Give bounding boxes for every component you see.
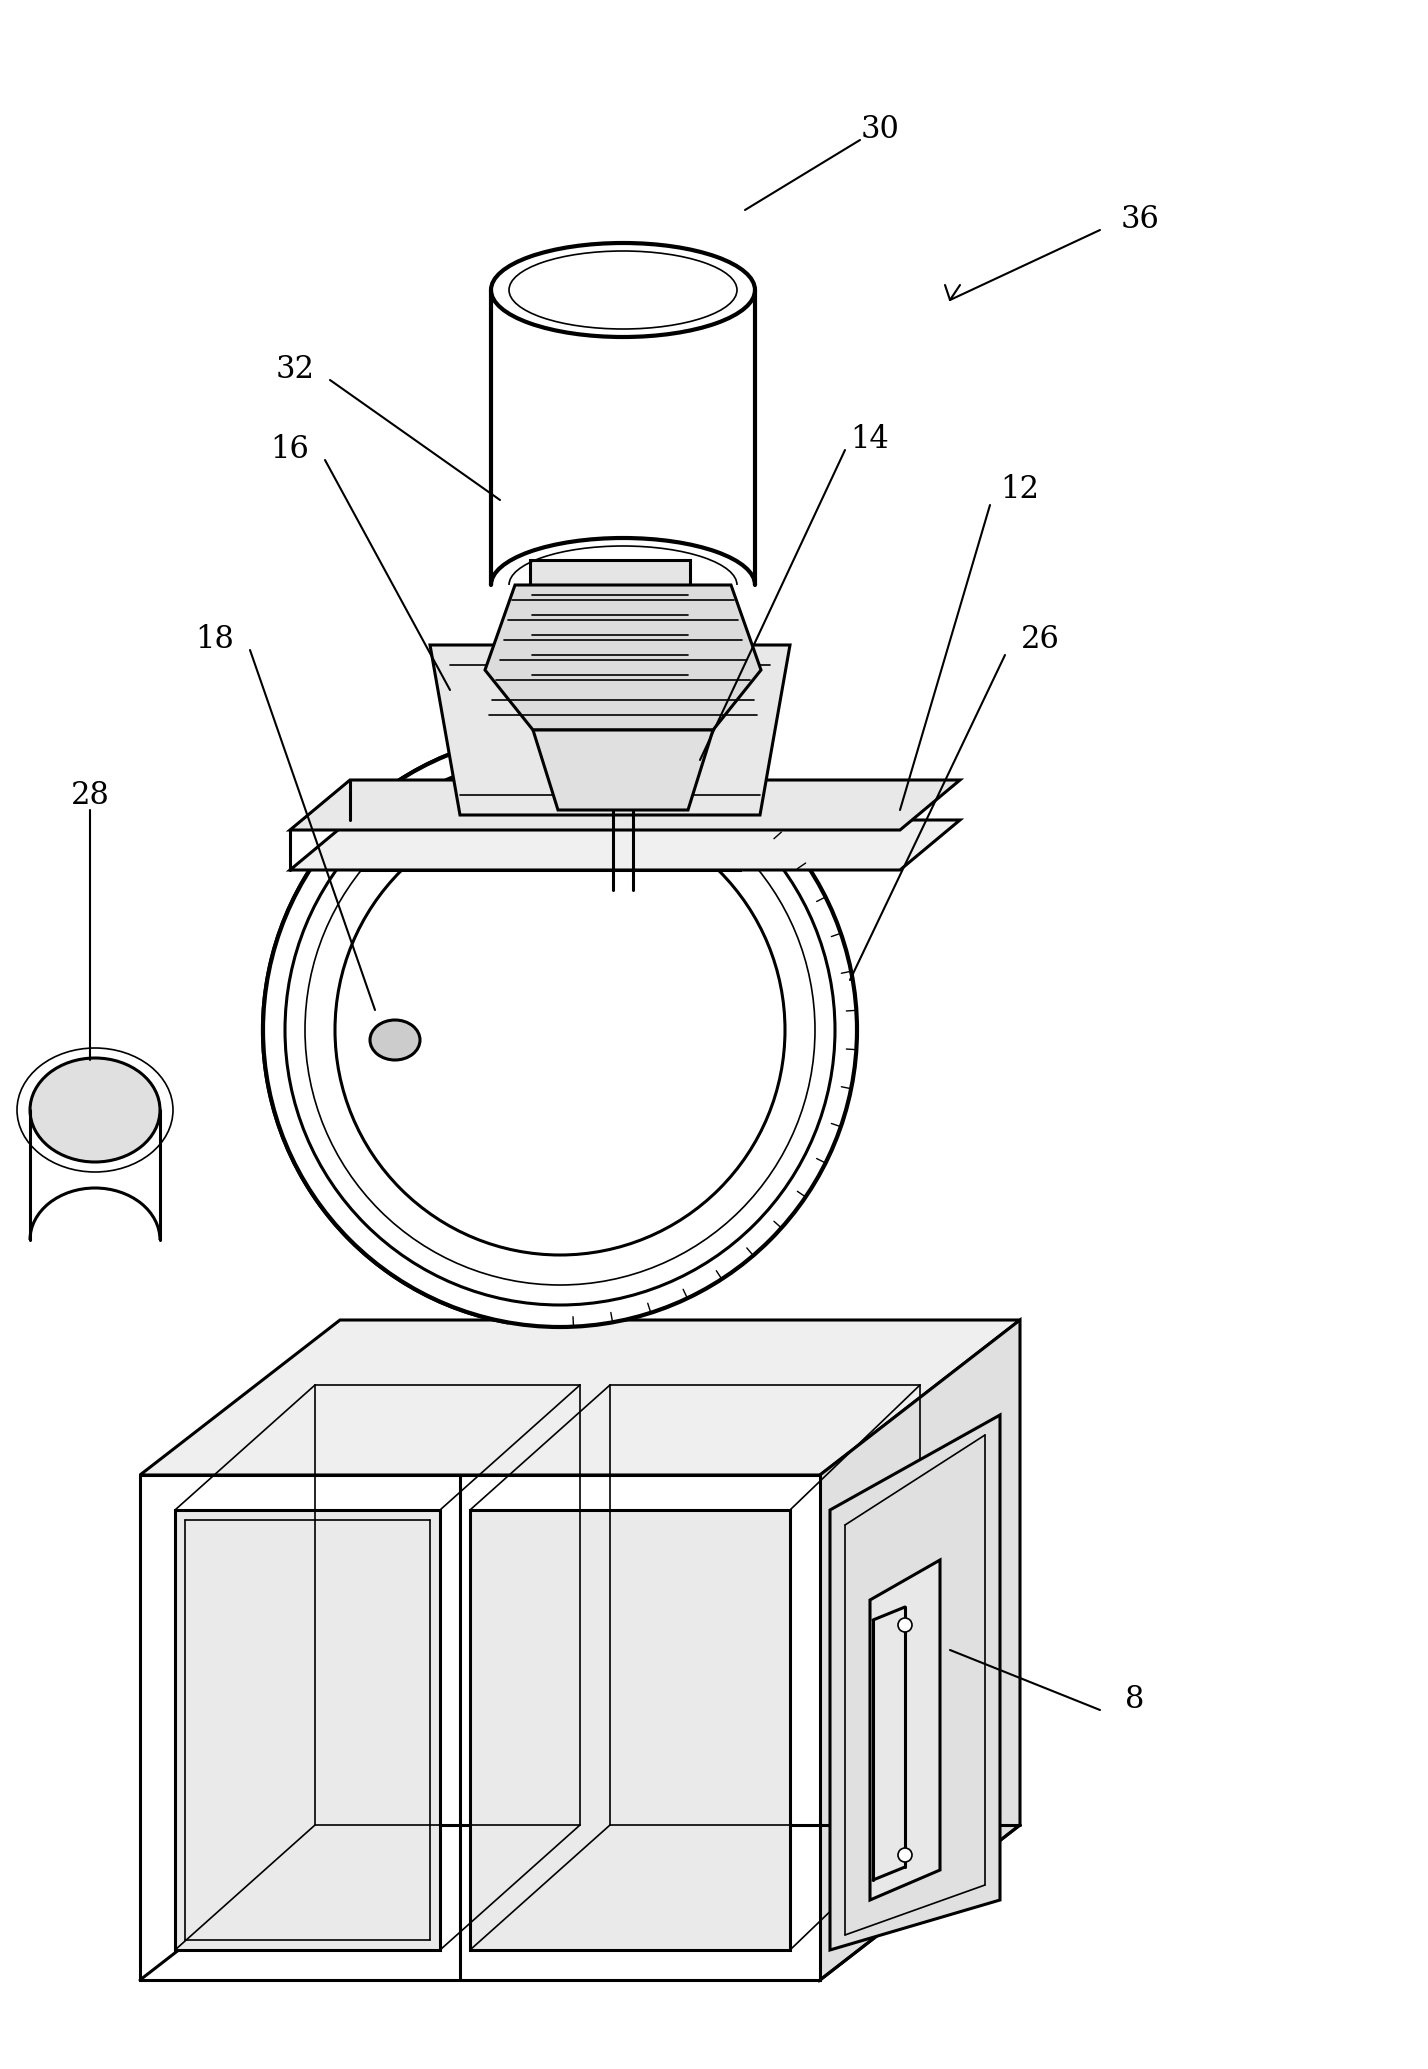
Polygon shape	[400, 819, 450, 1229]
Text: 36: 36	[1121, 205, 1160, 236]
Ellipse shape	[898, 1848, 912, 1862]
Polygon shape	[470, 1510, 790, 1949]
Polygon shape	[140, 1320, 1020, 1475]
Text: 32: 32	[276, 354, 314, 385]
Ellipse shape	[898, 1618, 912, 1632]
Polygon shape	[290, 819, 960, 869]
Text: 18: 18	[196, 625, 234, 656]
Polygon shape	[430, 646, 790, 815]
Text: 30: 30	[861, 114, 900, 145]
Polygon shape	[640, 819, 700, 1229]
Polygon shape	[360, 819, 740, 869]
Text: 26: 26	[1021, 625, 1060, 656]
Polygon shape	[820, 1320, 1020, 1980]
Polygon shape	[140, 1475, 820, 1980]
Polygon shape	[290, 780, 960, 830]
Ellipse shape	[336, 805, 785, 1256]
Polygon shape	[830, 1415, 1000, 1949]
Polygon shape	[870, 1560, 940, 1899]
Ellipse shape	[263, 732, 857, 1326]
Ellipse shape	[370, 1020, 420, 1059]
Text: 28: 28	[70, 780, 110, 811]
Polygon shape	[530, 561, 690, 646]
Text: 8: 8	[1125, 1684, 1145, 1715]
Text: 16: 16	[270, 434, 310, 466]
Polygon shape	[176, 1510, 440, 1949]
Text: 14: 14	[851, 424, 890, 455]
Polygon shape	[486, 586, 761, 730]
Text: 12: 12	[1001, 474, 1040, 505]
Polygon shape	[533, 730, 713, 809]
Ellipse shape	[30, 1057, 160, 1163]
Ellipse shape	[491, 242, 755, 337]
